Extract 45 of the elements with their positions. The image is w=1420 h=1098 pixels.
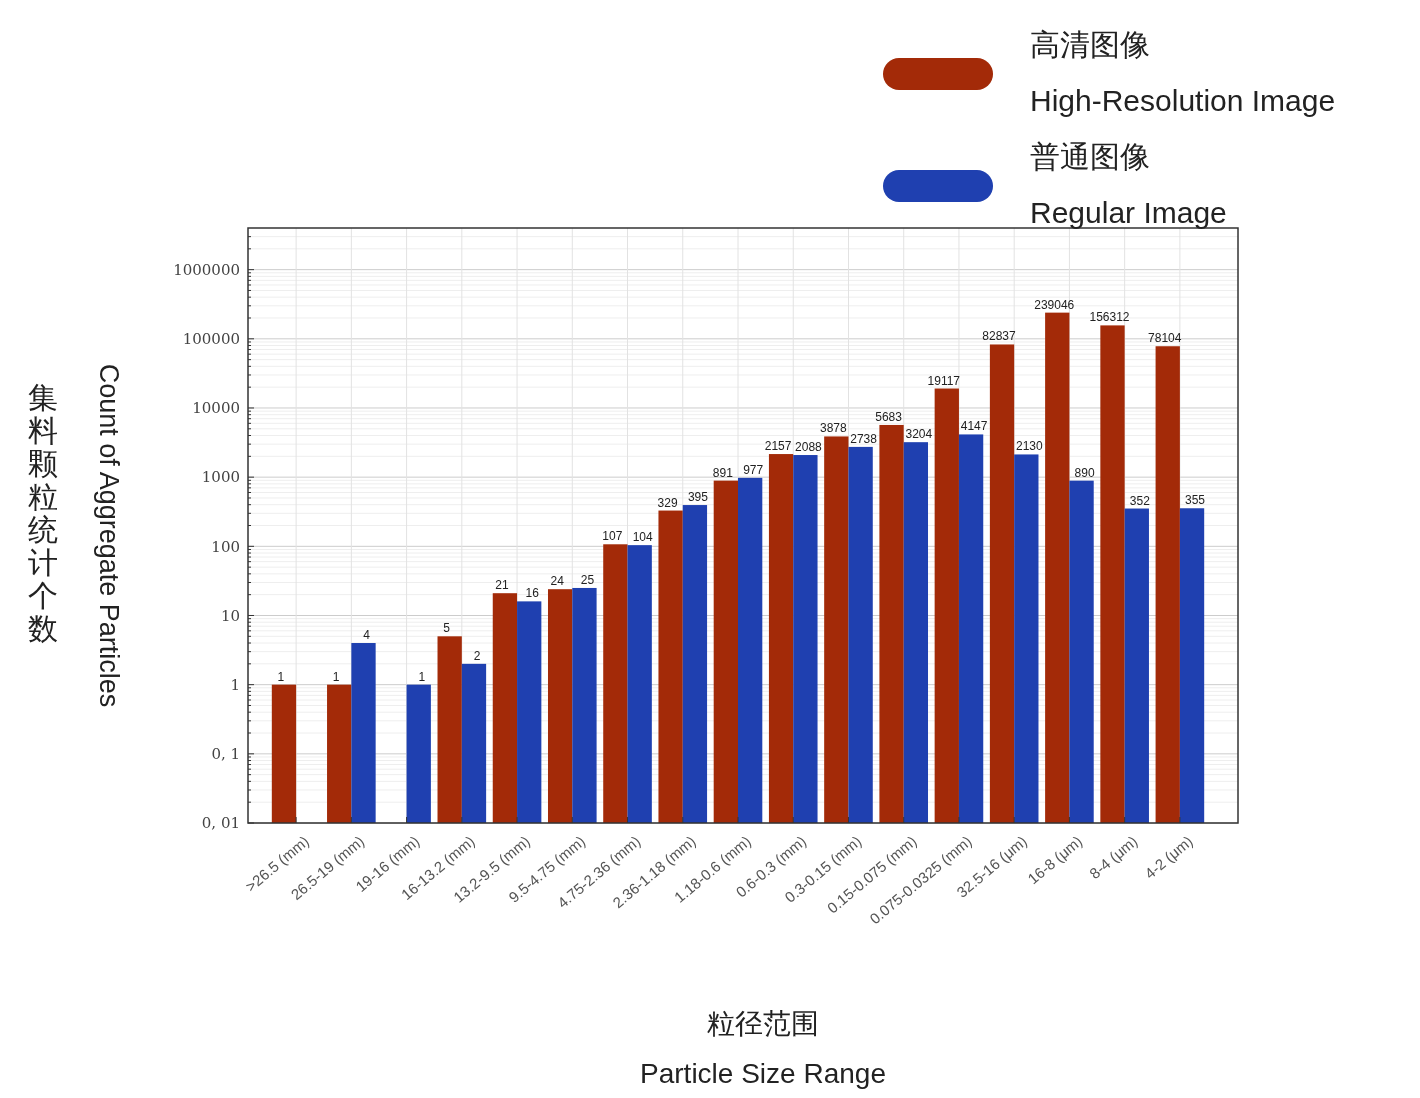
y-tick-label: 10 [220, 606, 240, 625]
data-label: 890 [1074, 465, 1095, 480]
text: 集料颗粒统计个数 Count of Aggregate Particles [28, 363, 124, 708]
data-label: 82837 [982, 329, 1017, 344]
data-label: 156312 [1089, 310, 1130, 325]
data-label: 78104 [1148, 331, 1182, 346]
data-label: 352 [1129, 493, 1151, 508]
y-tick-label: 100 [211, 537, 240, 556]
data-label: 1 [418, 669, 426, 684]
y-tick-label: 1000 [201, 468, 240, 487]
legend-label: 高清图像 High-Resolution Image [1030, 27, 1336, 117]
data-label: 104 [632, 530, 654, 545]
y-tick-label: 0, 01 [201, 814, 240, 833]
data-label: 395 [687, 490, 709, 505]
y-tick-label: 100000 [182, 330, 240, 349]
data-label: 5 [443, 621, 451, 636]
data-label: 3204 [905, 427, 933, 442]
data-label: 329 [657, 495, 678, 510]
legend-label: 普通图像 Regular Image [1030, 139, 1227, 229]
data-label: 25 [580, 572, 595, 587]
y-tick-label: 1000000 [173, 260, 240, 279]
data-label: 19117 [927, 373, 961, 388]
data-label: 4 [363, 628, 371, 643]
data-label: 2088 [795, 440, 823, 455]
data-label: 16 [525, 586, 540, 601]
data-label: 2157 [764, 439, 792, 454]
data-label: 4147 [960, 419, 988, 434]
x-axis-title: 粒径范围 Particle Size Range [640, 1008, 886, 1089]
data-label: 21 [495, 578, 509, 593]
data-label: 355 [1185, 493, 1206, 508]
data-label: 1 [332, 669, 340, 684]
data-label: 1 [277, 669, 285, 684]
data-label: 107 [602, 529, 623, 544]
y-tick-label: 10000 [192, 399, 240, 418]
data-label: 24 [550, 574, 565, 589]
data-label: 5683 [875, 409, 903, 424]
data-label: 2130 [1015, 439, 1043, 454]
data-label: 977 [743, 462, 764, 477]
data-label: 239046 [1034, 297, 1075, 312]
data-label: 891 [712, 465, 734, 480]
y-tick-label: 0, 1 [211, 745, 240, 764]
y-tick-label: 1 [230, 675, 240, 694]
data-label: 2 [473, 648, 481, 663]
data-label: 3878 [819, 421, 847, 436]
data-label: 2738 [850, 431, 878, 446]
